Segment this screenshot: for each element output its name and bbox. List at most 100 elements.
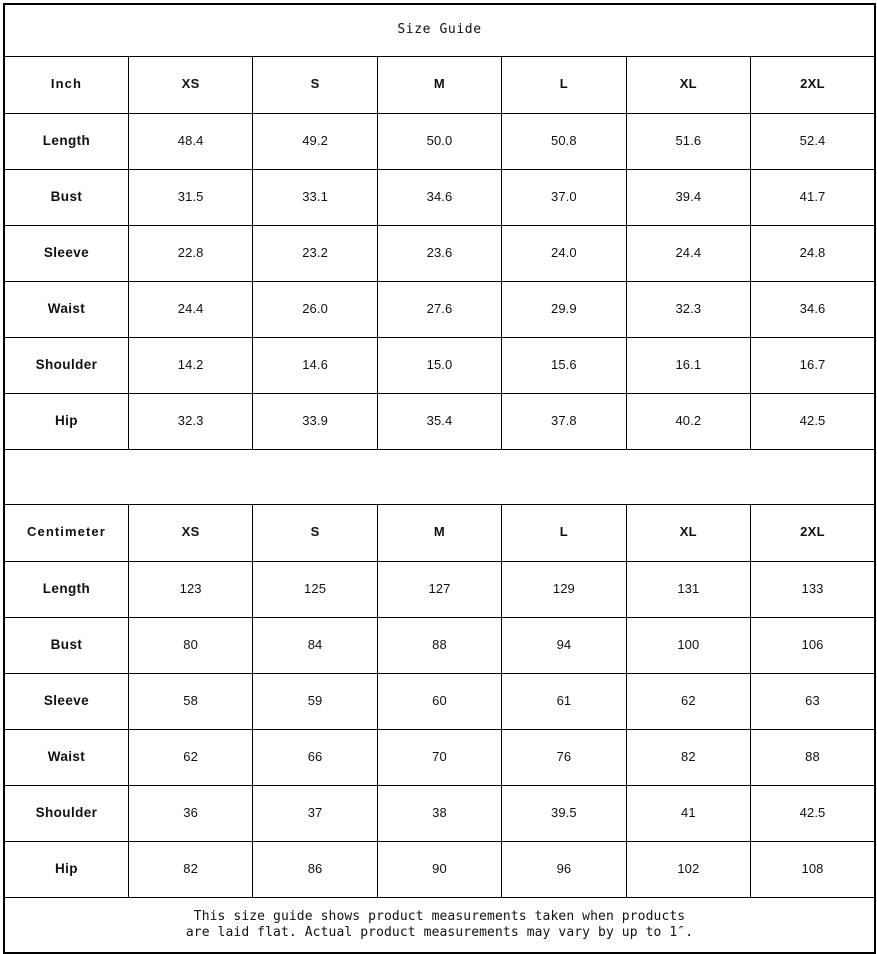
measurement-value: 127 (376, 560, 503, 618)
measurement-value: 52.4 (750, 112, 876, 170)
measurement-value: 129 (501, 560, 627, 618)
measurement-value: 29.9 (501, 280, 627, 338)
measurement-value: 88 (750, 728, 876, 786)
measurement-value: 41 (625, 784, 752, 842)
measurement-value: 26.0 (252, 280, 378, 338)
measurement-value: 50.0 (376, 112, 503, 170)
measurement-value: 35.4 (376, 392, 503, 450)
measurement-value: 40.2 (625, 392, 752, 450)
measurement-value: 39.5 (501, 784, 627, 842)
measurement-value: 34.6 (376, 168, 503, 226)
measurement-value: 32.3 (127, 392, 254, 450)
measurement-value: 123 (127, 560, 254, 618)
size-header-m: M (376, 55, 503, 114)
measurement-value: 14.2 (127, 336, 254, 394)
table-row: Waist 24.4 26.0 27.6 29.9 32.3 34.6 (3, 280, 876, 338)
measurement-label-sleeve: Sleeve (3, 224, 129, 282)
measurement-value: 48.4 (127, 112, 254, 170)
measurement-value: 70 (376, 728, 503, 786)
measurement-label-bust: Bust (3, 616, 129, 674)
measurement-value: 24.4 (625, 224, 752, 282)
measurement-value: 63 (750, 672, 876, 730)
measurement-value: 24.8 (750, 224, 876, 282)
measurement-label-waist: Waist (3, 728, 129, 786)
measurement-label-shoulder: Shoulder (3, 784, 129, 842)
size-header-xl: XL (625, 55, 752, 114)
size-header-l: L (501, 55, 627, 114)
size-header-xs: XS (127, 503, 254, 562)
measurement-value: 15.6 (501, 336, 627, 394)
table-row: Sleeve 22.8 23.2 23.6 24.0 24.4 24.8 (3, 224, 876, 282)
table-row: Hip 82 86 90 96 102 108 (3, 840, 876, 898)
unit-header-inch: Inch (3, 55, 129, 114)
size-header-m: M (376, 503, 503, 562)
header-row-inch: Inch XS S M L XL 2XL (3, 55, 876, 114)
measurement-label-shoulder: Shoulder (3, 336, 129, 394)
measurement-value: 133 (750, 560, 876, 618)
measurement-value: 24.0 (501, 224, 627, 282)
table-row: Length 48.4 49.2 50.0 50.8 51.6 52.4 (3, 112, 876, 170)
measurement-label-length: Length (3, 112, 129, 170)
measurement-value: 100 (625, 616, 752, 674)
footer-note-row: This size guide shows product measuremen… (3, 896, 876, 954)
measurement-value: 96 (501, 840, 627, 898)
measurement-value: 31.5 (127, 168, 254, 226)
measurement-value: 42.5 (750, 784, 876, 842)
size-header-xl: XL (625, 503, 752, 562)
measurement-value: 24.4 (127, 280, 254, 338)
measurement-value: 66 (252, 728, 378, 786)
measurement-value: 22.8 (127, 224, 254, 282)
size-header-l: L (501, 503, 627, 562)
measurement-value: 60 (376, 672, 503, 730)
size-header-xs: XS (127, 55, 254, 114)
measurement-value: 108 (750, 840, 876, 898)
size-header-2xl: 2XL (750, 55, 876, 114)
measurement-value: 16.1 (625, 336, 752, 394)
measurement-value: 15.0 (376, 336, 503, 394)
measurement-value: 51.6 (625, 112, 752, 170)
measurement-value: 88 (376, 616, 503, 674)
measurement-value: 62 (127, 728, 254, 786)
measurement-value: 82 (625, 728, 752, 786)
measurement-value: 42.5 (750, 392, 876, 450)
measurement-value: 27.6 (376, 280, 503, 338)
measurement-value: 62 (625, 672, 752, 730)
measurement-value: 41.7 (750, 168, 876, 226)
page-title: Size Guide (3, 3, 876, 57)
measurement-value: 38 (376, 784, 503, 842)
size-header-s: S (252, 503, 378, 562)
measurement-value: 94 (501, 616, 627, 674)
footer-note-line-1: This size guide shows product measuremen… (193, 908, 686, 924)
measurement-value: 125 (252, 560, 378, 618)
table-row: Shoulder 36 37 38 39.5 41 42.5 (3, 784, 876, 842)
unit-header-centimeter: Centimeter (3, 503, 129, 562)
measurement-value: 33.1 (252, 168, 378, 226)
measurement-value: 37 (252, 784, 378, 842)
measurement-label-waist: Waist (3, 280, 129, 338)
measurement-value: 34.6 (750, 280, 876, 338)
measurement-value: 49.2 (252, 112, 378, 170)
measurement-value: 90 (376, 840, 503, 898)
measurement-label-sleeve: Sleeve (3, 672, 129, 730)
measurement-value: 131 (625, 560, 752, 618)
measurement-value: 16.7 (750, 336, 876, 394)
size-header-2xl: 2XL (750, 503, 876, 562)
size-guide-table: Size Guide Inch XS S M L XL 2XL Length 48.4 49.2 50… (3, 3, 876, 954)
measurement-label-bust: Bust (3, 168, 129, 226)
measurement-value: 14.6 (252, 336, 378, 394)
header-row-centimeter: Centimeter XS S M L XL 2XL (3, 503, 876, 562)
measurement-value: 23.2 (252, 224, 378, 282)
measurement-value: 59 (252, 672, 378, 730)
table-row: Shoulder 14.2 14.6 15.0 15.6 16.1 16.7 (3, 336, 876, 394)
measurement-value: 23.6 (376, 224, 503, 282)
measurement-value: 37.0 (501, 168, 627, 226)
table-row: Length 123 125 127 129 131 133 (3, 560, 876, 618)
table-spacer-row (3, 448, 876, 505)
measurement-value: 33.9 (252, 392, 378, 450)
measurement-value: 32.3 (625, 280, 752, 338)
measurement-value: 61 (501, 672, 627, 730)
measurement-value: 76 (501, 728, 627, 786)
table-row: Hip 32.3 33.9 35.4 37.8 40.2 42.5 (3, 392, 876, 450)
footer-note-line-2: are laid flat. Actual product measuremen… (185, 924, 694, 940)
